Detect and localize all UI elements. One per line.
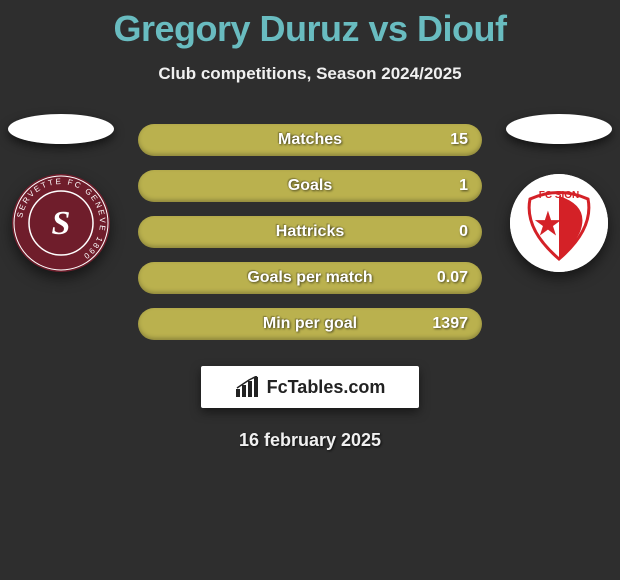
stat-bar: Matches 15 <box>138 124 482 156</box>
stat-value-right: 1 <box>459 177 468 195</box>
stat-bar: Min per goal 1397 <box>138 308 482 340</box>
brand-box[interactable]: FcTables.com <box>201 366 419 408</box>
date-line: 16 february 2025 <box>0 430 620 451</box>
stat-bar: Hattricks 0 <box>138 216 482 248</box>
page-title: Gregory Duruz vs Diouf <box>0 0 620 50</box>
svg-text:FC SION: FC SION <box>539 190 580 201</box>
svg-text:★: ★ <box>535 208 562 241</box>
stat-label: Hattricks <box>276 223 344 241</box>
svg-text:S: S <box>52 205 71 242</box>
stat-value-right: 1397 <box>432 315 468 333</box>
stat-value-right: 15 <box>450 131 468 149</box>
servette-badge-icon: S SERVETTE FC GENEVE 1890 <box>12 174 110 272</box>
club-badge-right: FC SION ★ <box>510 174 608 272</box>
stat-label: Matches <box>278 131 342 149</box>
player-left-column: S SERVETTE FC GENEVE 1890 <box>6 114 116 272</box>
stat-bar: Goals per match 0.07 <box>138 262 482 294</box>
stat-bar: Goals 1 <box>138 170 482 202</box>
brand-text: FcTables.com <box>267 377 386 398</box>
player-right-photo <box>506 114 612 144</box>
sion-badge-icon: FC SION ★ <box>510 174 608 272</box>
stat-label: Goals <box>288 177 332 195</box>
subtitle: Club competitions, Season 2024/2025 <box>0 64 620 84</box>
stat-value-right: 0.07 <box>437 269 468 287</box>
comparison-panel: S SERVETTE FC GENEVE 1890 FC SION ★ Matc… <box>0 124 620 451</box>
stat-bars: Matches 15 Goals 1 Hattricks 0 Goals per… <box>138 124 482 340</box>
player-left-photo <box>8 114 114 144</box>
stat-label: Min per goal <box>263 315 357 333</box>
player-right-column: FC SION ★ <box>504 114 614 272</box>
bar-chart-icon <box>235 376 261 398</box>
stat-value-right: 0 <box>459 223 468 241</box>
stat-label: Goals per match <box>247 269 372 287</box>
club-badge-left: S SERVETTE FC GENEVE 1890 <box>12 174 110 272</box>
